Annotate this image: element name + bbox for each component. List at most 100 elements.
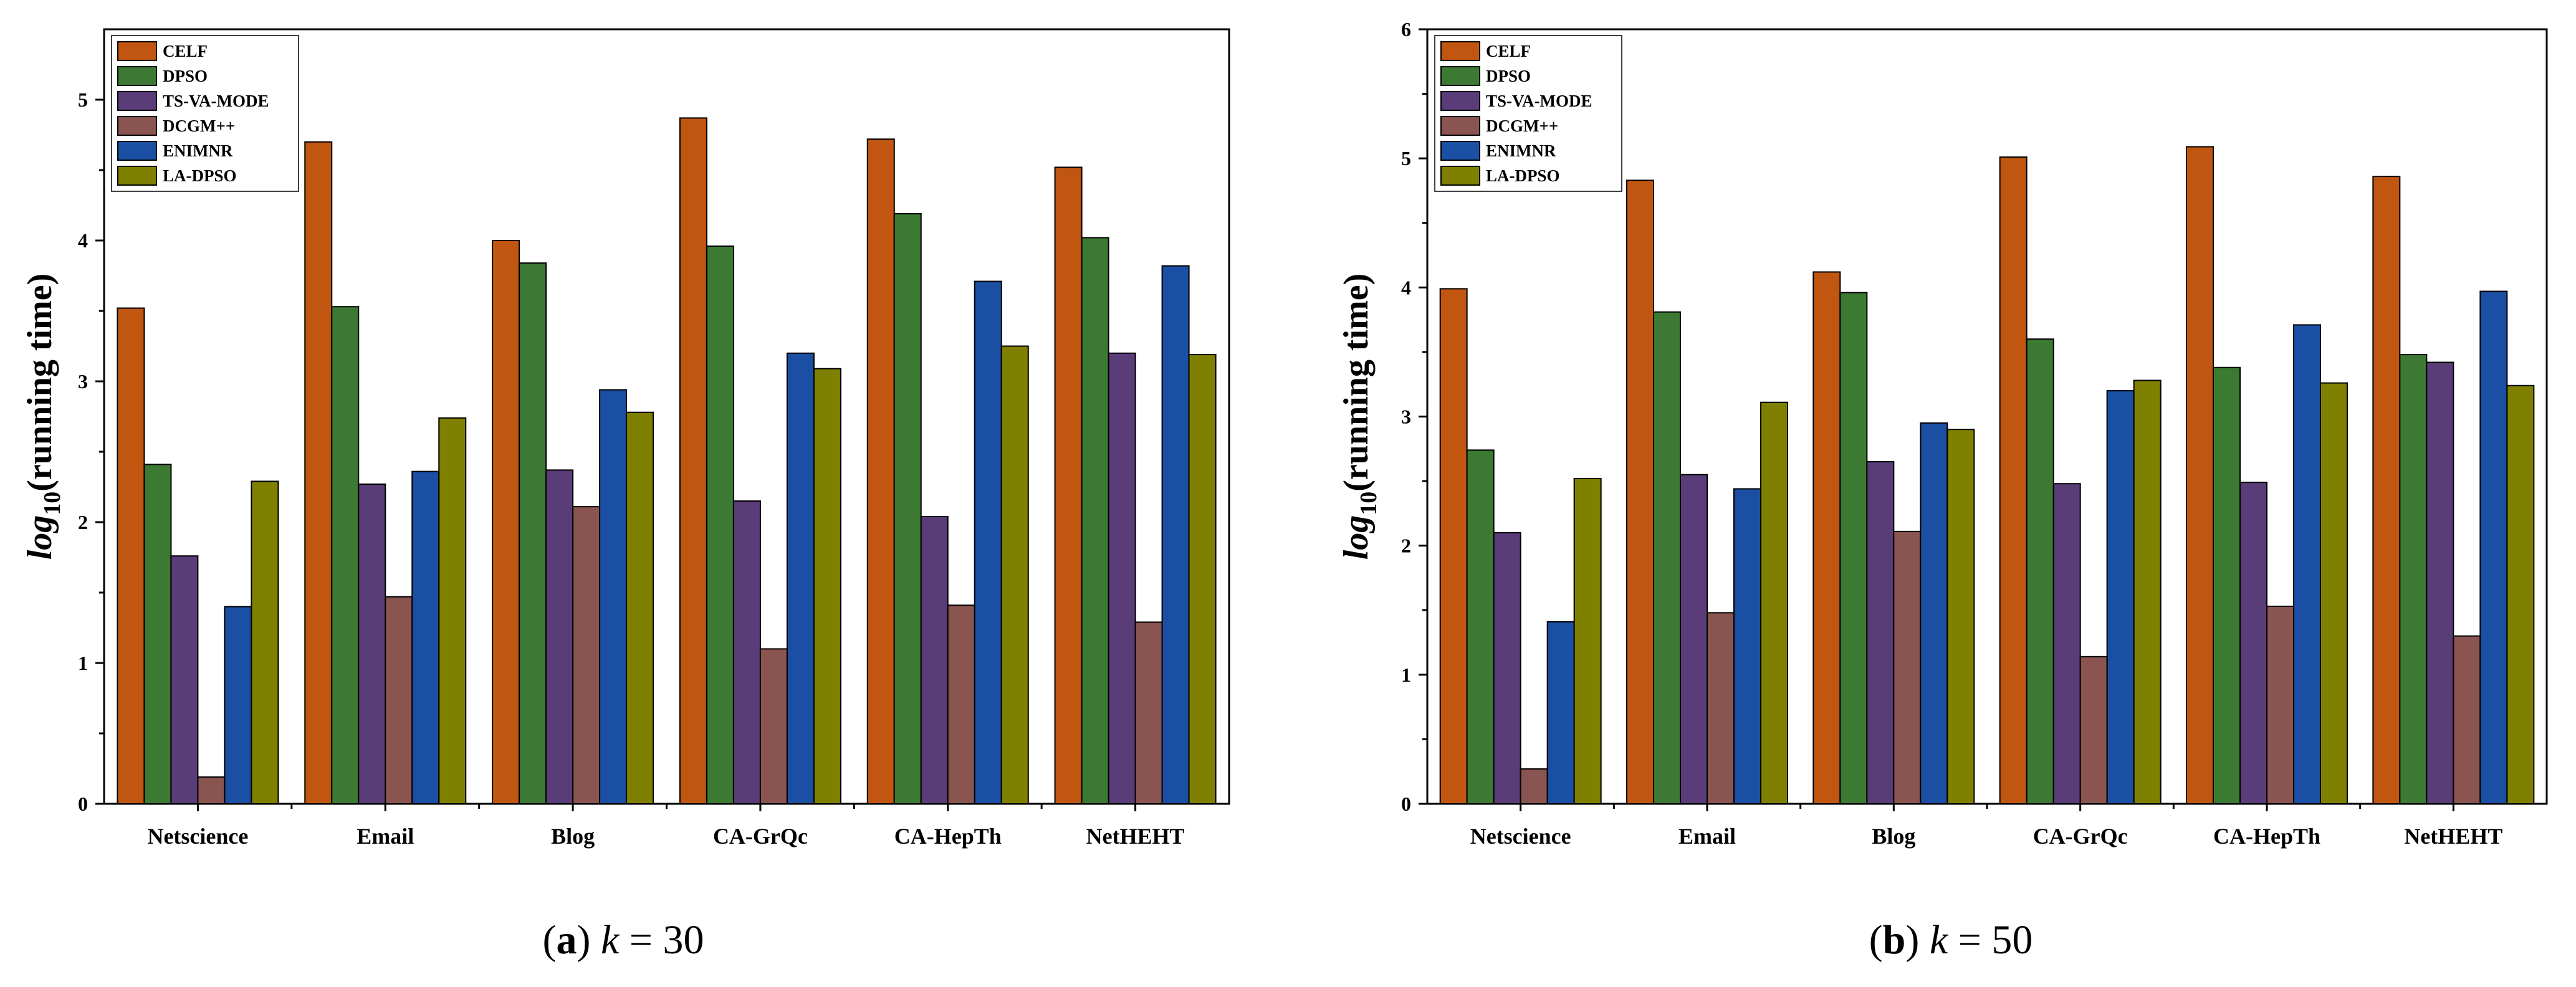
y-tick-label: 4 [1401, 276, 1411, 298]
caption-label: a [556, 917, 577, 963]
chart-panel-1: 0 1 2 3 4 5 6 Netscience Email Blog CA-GrQc CA-HepT… [1337, 18, 2548, 963]
bar-dpso [706, 246, 734, 805]
bar-la-dpso [1188, 354, 1217, 804]
bar-dcgm- [1520, 768, 1548, 804]
y-tick-label: 5 [1401, 147, 1411, 169]
bar-dpso [2026, 338, 2054, 804]
legend-entry: LA-DPSO [163, 166, 237, 185]
bar-la-dpso [2320, 382, 2348, 804]
bar-dpso [1653, 311, 1681, 804]
legend-swatch [1440, 141, 1480, 161]
y-tick-label: 0 [78, 793, 88, 815]
legend-swatch [1440, 41, 1480, 61]
bar-dcgm- [197, 776, 226, 805]
bar-la-dpso [2133, 379, 2162, 804]
bar-enimnr [599, 389, 628, 804]
panel-caption: (b) k = 50 [1869, 917, 2033, 963]
bar-celf [2372, 176, 2401, 805]
y-axis-label: log10(running time) [21, 274, 65, 560]
legend-entry: TS-VA-MODE [163, 92, 269, 110]
bar-celf [1439, 288, 1468, 804]
y-tick-label: 2 [1401, 535, 1411, 557]
bar-ts-va-mode [170, 555, 199, 804]
bar-dpso [893, 213, 922, 804]
legend-entry: DCGM++ [163, 117, 235, 135]
bar-dcgm- [1707, 612, 1735, 804]
bar-celf [1054, 166, 1083, 805]
legend-swatch [117, 166, 157, 186]
bar-enimnr [1920, 422, 1948, 804]
bar-la-dpso [251, 480, 279, 804]
bar-enimnr [224, 606, 252, 804]
caption-eq: = 50 [1948, 917, 2033, 963]
y-tick-label: 0 [1401, 793, 1411, 815]
bar-dcgm- [2453, 635, 2481, 805]
x-tick-label: Email [357, 824, 414, 849]
bar-la-dpso [1000, 345, 1029, 804]
bar-dcgm- [1134, 621, 1163, 805]
legend-swatch [117, 91, 157, 111]
bar-ts-va-mode [732, 500, 761, 804]
y-axis-label-log: log [1337, 515, 1376, 560]
bar-ts-va-mode [2239, 482, 2267, 804]
x-tick-label: Netscience [147, 824, 248, 849]
bar-la-dpso [1760, 401, 1788, 804]
y-tick-label: 3 [78, 370, 88, 393]
legend-entry: ENIMNR [163, 141, 233, 160]
bar-dpso [2399, 354, 2428, 804]
legend-entry: CELF [163, 42, 208, 60]
bar-dpso [331, 306, 360, 805]
y-tick-label: 1 [1401, 664, 1411, 686]
bar-ts-va-mode [920, 515, 949, 805]
bar-dpso [2213, 366, 2241, 804]
caption-var: k [1930, 917, 1949, 963]
y-axis-label-rest: (running time) [21, 274, 59, 492]
bar-dcgm- [759, 648, 788, 805]
x-tick-label: NetHEHT [2404, 824, 2502, 849]
x-tick-label: CA-GrQc [2033, 824, 2128, 849]
x-tick-label: CA-HepTh [894, 824, 1002, 849]
bar-enimnr [2106, 390, 2135, 804]
x-tick-label: CA-HepTh [2213, 824, 2320, 849]
bar-celf [1626, 179, 1654, 804]
bar-celf [2186, 146, 2214, 805]
y-axis-label-sub: 10 [39, 492, 65, 515]
bar-enimnr [2293, 324, 2321, 804]
legend-swatch [1440, 166, 1480, 186]
caption-paren: ) [577, 917, 600, 963]
bar-ts-va-mode [545, 469, 574, 804]
y-tick-label: 2 [78, 511, 88, 533]
bar-celf [866, 138, 895, 804]
y-axis-label-log: log [21, 515, 59, 560]
bar-celf [1812, 271, 1841, 804]
legend-box [111, 35, 299, 192]
bar-enimnr [786, 352, 815, 804]
bar-dcgm- [2079, 656, 2108, 804]
bar-enimnr [1546, 621, 1575, 805]
bar-ts-va-mode [1493, 532, 1521, 804]
bar-dpso [1466, 449, 1495, 804]
bar-ts-va-mode [2052, 483, 2081, 804]
bar-dcgm- [947, 604, 975, 805]
y-tick-label: 6 [1401, 18, 1411, 41]
bar-ts-va-mode [1680, 474, 1708, 804]
bar-ts-va-mode [358, 483, 386, 804]
caption-eq: = 30 [619, 917, 704, 963]
y-tick-label: 3 [1401, 406, 1411, 428]
legend-entry: LA-DPSO [1486, 166, 1560, 185]
bar-enimnr [1161, 265, 1190, 804]
bar-dpso [519, 262, 547, 805]
bar-celf [492, 240, 520, 804]
legend-swatch [117, 141, 157, 161]
bar-dpso [143, 464, 172, 804]
y-tick-label: 1 [78, 652, 88, 674]
bar-enimnr [411, 470, 440, 804]
bar-enimnr [1733, 488, 1761, 804]
bar-ts-va-mode [1866, 461, 1895, 804]
y-tick-label: 4 [78, 229, 88, 252]
bar-la-dpso [1573, 477, 1602, 804]
bar-celf [117, 307, 145, 805]
bar-celf [1999, 156, 2028, 805]
legend-swatch [1440, 91, 1480, 111]
